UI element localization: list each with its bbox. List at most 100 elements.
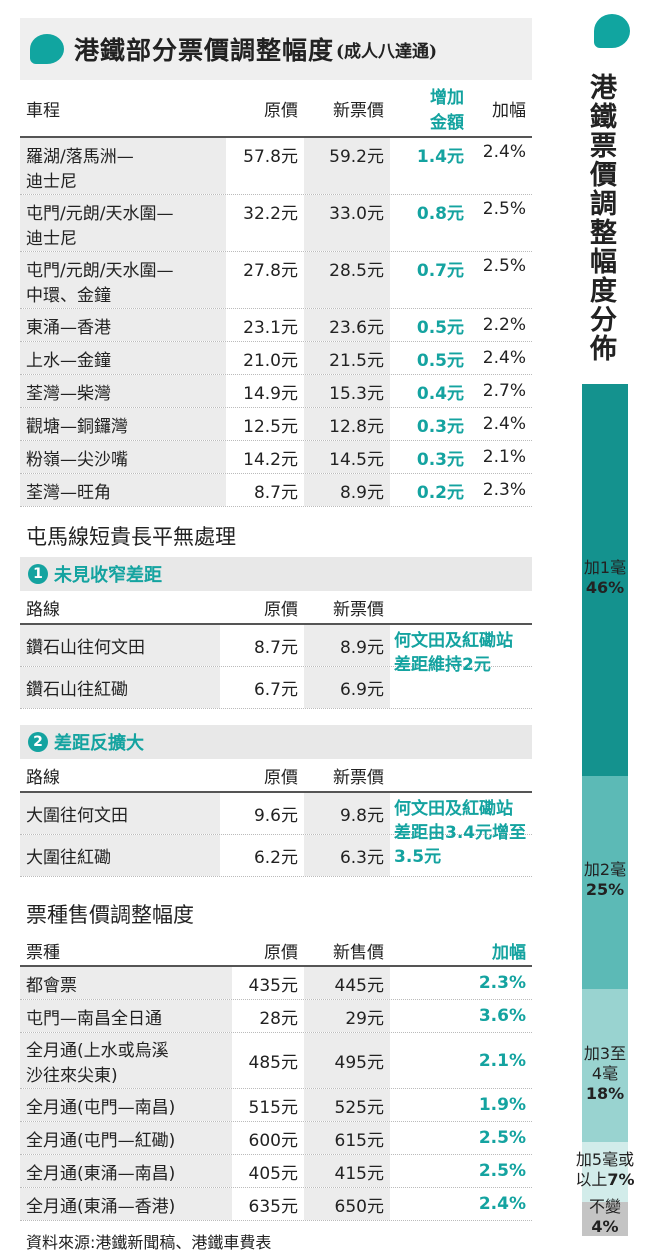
table-cell: 屯門—南昌全日通 (20, 1000, 232, 1032)
table-cell: 9.8元 (304, 793, 390, 834)
table-cell: 23.1元 (243, 317, 298, 338)
fare-table: 車程 原價 新票價 增加 金額 加幅 羅湖/落馬洲— 迪士尼 57.8元 59.2元 1.4元 2… (20, 80, 532, 507)
bar-segment (582, 384, 628, 776)
table-cell: 2.1% (482, 447, 526, 467)
bar-label: 加3至 4毫 18% (560, 1044, 650, 1104)
table3-title: 票種售價調整幅度 (26, 903, 194, 927)
bar-category-label: 加2毫 (583, 860, 627, 880)
sub-body: 鑽石山往何文田 8.7元 8.9元 鑽石山往紅磡 6.7元 6.9元 何文田及紅磡站差距維持… (20, 625, 532, 709)
table-row: 鑽石山往紅磡 6.7元 6.9元 (20, 667, 532, 709)
table-cell: 415元 (304, 1155, 390, 1187)
table-cell: 鑽石山往紅磡 (20, 667, 220, 708)
table-cell: 0.2元 (416, 482, 464, 503)
table-cell: 全月通(屯門—紅磡) (20, 1122, 232, 1154)
bar-value-label: 18% (585, 1083, 625, 1103)
table1-title: 港鐵部分票價調整幅度 (74, 36, 335, 65)
table1-title-bar: 港鐵部分票價調整幅度 (成人八達通) (20, 18, 532, 80)
table-row: 大圍往紅磡 6.2元 6.3元 (20, 835, 532, 877)
bar-category-label: 加5毫或 以上 (575, 1150, 635, 1190)
table-row: 屯門/元朗/天水圍— 中環、金鐘 27.8元 28.5元 0.7元 2.5% (20, 252, 532, 309)
table-cell: 635元 (248, 1196, 298, 1217)
table-row: 全月通(屯門—南昌) 515元 525元 1.9% (20, 1089, 532, 1122)
table-row: 粉嶺—尖沙嘴 14.2元 14.5元 0.3元 2.1% (20, 441, 532, 474)
table-row: 荃灣—旺角 8.7元 8.9元 0.2元 2.3% (20, 474, 532, 507)
bar-value-label: 25% (585, 880, 625, 900)
table-cell: 14.9元 (243, 383, 298, 404)
table-cell: 全月通(東涌—南昌) (20, 1155, 232, 1187)
header-cell: 原價 (264, 767, 298, 788)
table-row: 大圍往何文田 9.6元 9.8元 (20, 793, 532, 835)
table-cell: 荃灣—柴灣 (20, 375, 226, 407)
table-cell: 2.1% (478, 1050, 526, 1071)
table-cell: 屯門/元朗/天水圍— 中環、金鐘 (20, 252, 226, 308)
header-cell: 票種 (26, 942, 60, 963)
bar-segment (582, 775, 628, 989)
table-cell: 32.2元 (243, 204, 298, 224)
table-cell: 2.4% (482, 142, 526, 162)
bar-label: 加2毫 25% (560, 860, 650, 900)
table-cell: 2.5% (478, 1128, 526, 1148)
table-cell: 東涌—香港 (20, 309, 226, 341)
table-cell: 28元 (259, 1008, 298, 1029)
table-cell: 650元 (304, 1188, 390, 1220)
table-row: 全月通(上水或烏溪 沙往來尖東) 485元 495元 2.1% (20, 1033, 532, 1089)
table-cell: 405元 (248, 1163, 298, 1184)
table-cell: 28.5元 (304, 252, 390, 308)
table-row: 羅湖/落馬洲— 迪士尼 57.8元 59.2元 1.4元 2.4% (20, 138, 532, 195)
section2-title: 屯馬線短貴長平無處理 (26, 525, 236, 549)
table-cell: 0.7元 (416, 261, 464, 281)
sub-body: 大圍往何文田 9.6元 9.8元 大圍往紅磡 6.2元 6.3元 何文田及紅磡站差距由3.4… (20, 793, 532, 877)
table-cell: 2.7% (482, 381, 526, 401)
table-row: 鑽石山往何文田 8.7元 8.9元 (20, 625, 532, 667)
table-cell: 27.8元 (243, 261, 298, 281)
ticket-table: 票種 原價 新售價 加幅 都會票 435元 445元 2.3% 屯門—南昌全日通 28元 29元 3.… (20, 935, 532, 1221)
table-row: 屯門/元朗/天水圍— 迪士尼 32.2元 33.0元 0.8元 2.5% (20, 195, 532, 252)
bar-category-label: 加1毫 (583, 557, 627, 577)
table-cell: 6.3元 (304, 835, 390, 876)
table-cell: 2.5% (482, 256, 526, 276)
header-cell: 原價 (264, 942, 298, 963)
table-cell: 2.2% (482, 315, 526, 335)
table-cell: 9.6元 (253, 806, 298, 826)
left-column: 港鐵部分票價調整幅度 (成人八達通) 車程 原價 新票價 增加 金額 加幅 羅湖/落馬洲—… (20, 18, 532, 1253)
table-cell: 都會票 (20, 967, 232, 999)
bar-label: 不變 4% (560, 1197, 650, 1237)
table-cell: 14.5元 (304, 441, 390, 473)
table-row: 全月通(東涌—香港) 635元 650元 2.4% (20, 1188, 532, 1221)
table-cell: 6.9元 (304, 667, 390, 708)
table1-subtitle: (成人八達通) (336, 41, 438, 62)
bar-segment (582, 988, 628, 1143)
table-row: 荃灣—柴灣 14.9元 15.3元 0.4元 2.7% (20, 375, 532, 408)
table-cell: 495元 (304, 1033, 390, 1088)
table-cell: 鑽石山往何文田 (20, 625, 220, 666)
table-cell: 6.2元 (253, 848, 298, 868)
sub2-heading: 2 差距反擴大 (20, 725, 532, 759)
table-cell: 2.3% (482, 480, 526, 500)
table-cell: 3.6% (478, 1006, 526, 1026)
table-cell: 2.5% (478, 1161, 526, 1181)
speech-bubble-icon-right (594, 14, 630, 48)
table-cell: 435元 (248, 975, 298, 996)
table-cell: 57.8元 (243, 147, 298, 167)
sub2-table: 路線 原價 新票價 大圍往何文田 9.6元 9.8元 大圍往紅磡 6.2元 6.3元 何文田及紅磡… (20, 759, 532, 877)
table-cell: 上水—金鐘 (20, 342, 226, 374)
table-cell: 8.9元 (304, 474, 390, 506)
sub2-title: 差距反擴大 (54, 733, 144, 754)
table-cell: 0.8元 (416, 204, 464, 224)
table-cell: 0.5元 (416, 350, 464, 371)
speech-bubble-icon (30, 34, 64, 64)
table-cell: 21.5元 (304, 342, 390, 374)
table-cell: 8.7元 (253, 638, 298, 658)
table-cell: 12.5元 (243, 416, 298, 437)
table-cell: 33.0元 (304, 195, 390, 251)
table-cell: 全月通(上水或烏溪 沙往來尖東) (20, 1033, 232, 1088)
table-cell: 全月通(屯門—南昌) (20, 1089, 232, 1121)
table-cell: 觀塘—銅鑼灣 (20, 408, 226, 440)
table-cell: 15.3元 (304, 375, 390, 407)
table-cell: 大圍往何文田 (20, 793, 220, 834)
table3-header: 票種 原價 新售價 加幅 (20, 935, 532, 967)
sub-note: 何文田及紅磡站差距維持2元 (394, 631, 513, 675)
bar-segment (582, 1142, 628, 1202)
bar-category-label: 不變 (588, 1196, 621, 1216)
chart-title: 港鐵票價調整幅度分佈 (585, 73, 616, 363)
